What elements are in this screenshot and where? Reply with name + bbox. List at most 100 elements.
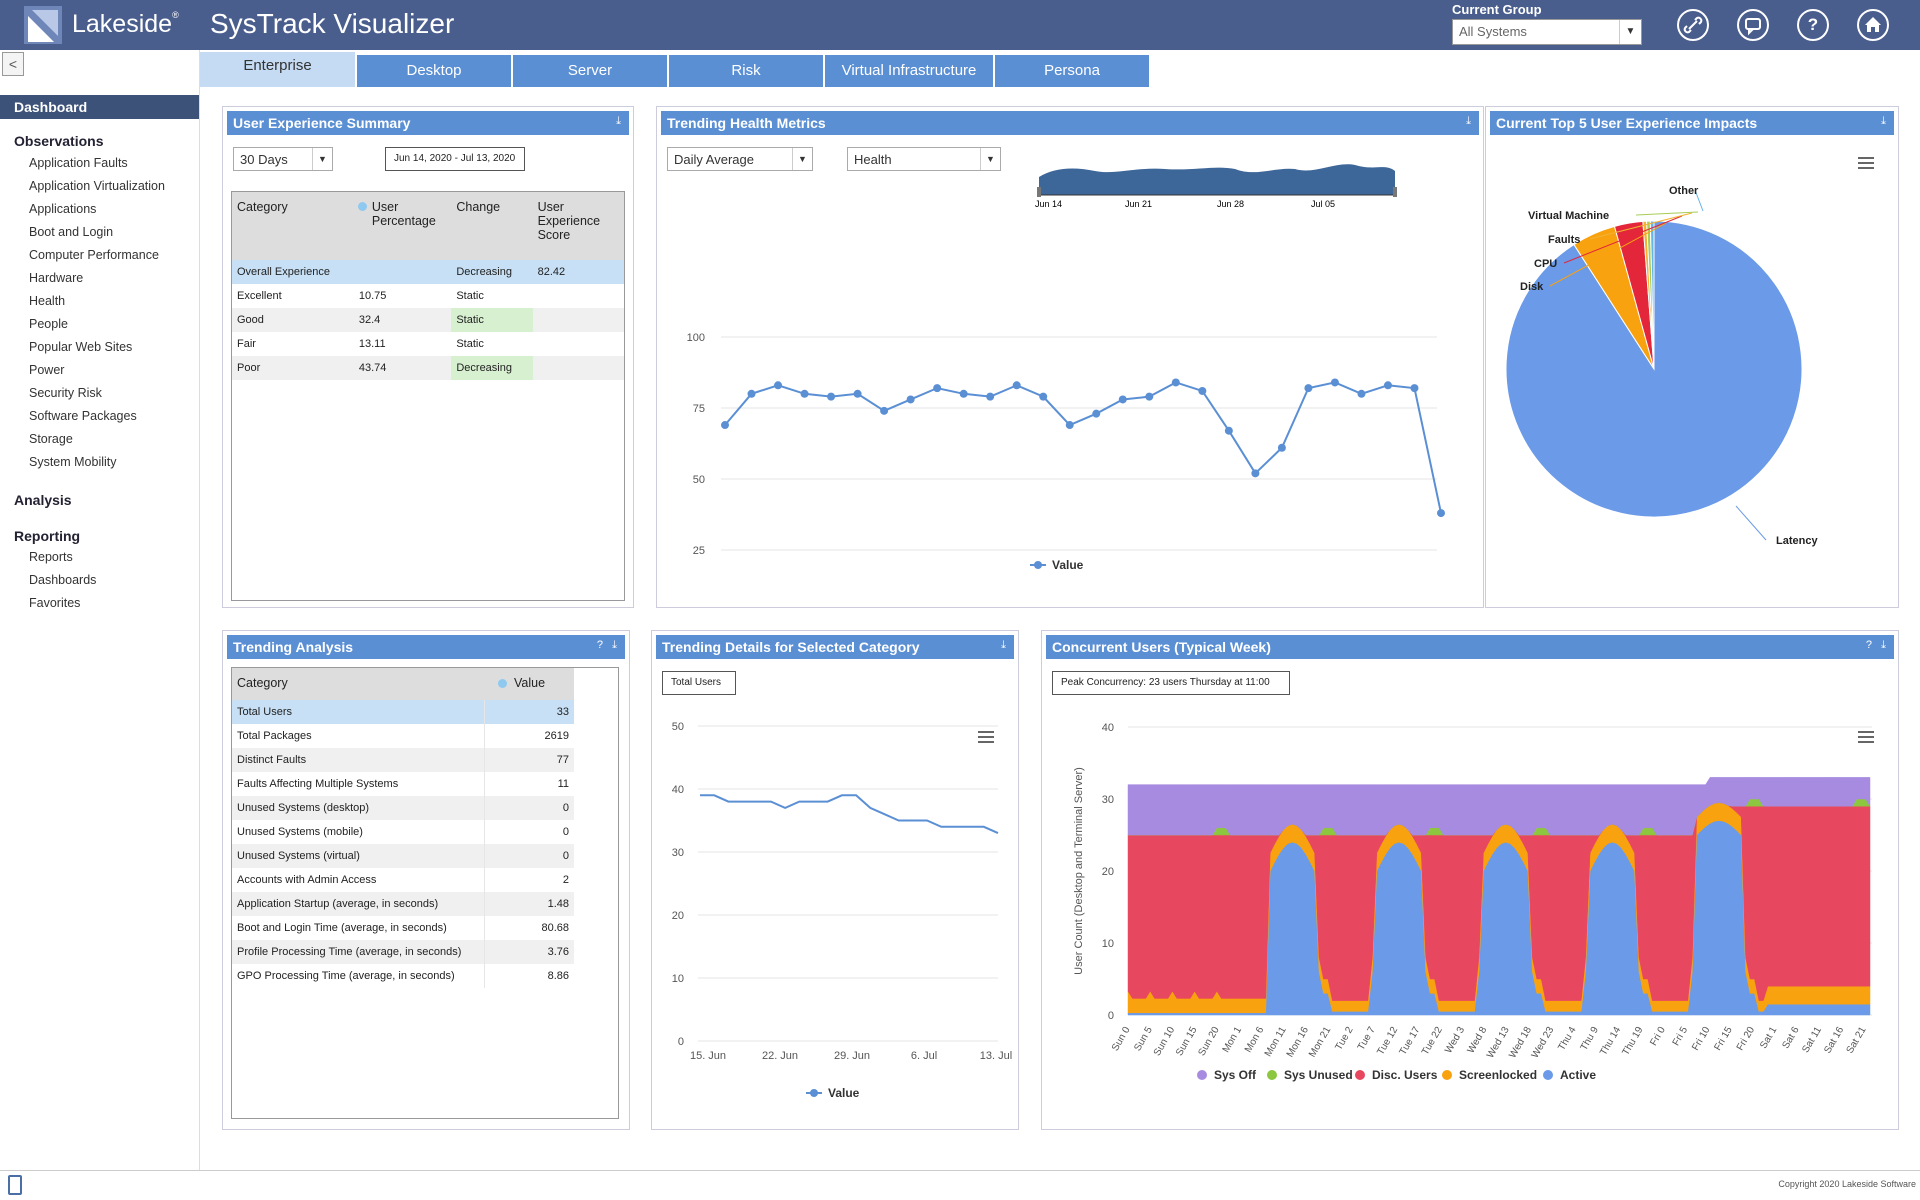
data-point[interactable] xyxy=(1092,409,1101,418)
data-point[interactable] xyxy=(853,389,862,398)
data-point[interactable] xyxy=(1410,384,1419,393)
data-point[interactable] xyxy=(1277,443,1286,452)
metric-select[interactable]: Health ▼ xyxy=(847,147,1001,171)
table-row[interactable]: Poor 43.74 Decreasing xyxy=(232,356,624,380)
range-select[interactable]: 30 Days ▼ xyxy=(233,147,333,171)
tab-server[interactable]: Server xyxy=(513,55,667,87)
data-point[interactable] xyxy=(1330,378,1339,387)
data-point[interactable] xyxy=(933,384,942,393)
data-point[interactable] xyxy=(1437,509,1445,518)
data-point[interactable] xyxy=(1118,395,1127,404)
table-row[interactable]: Faults Affecting Multiple Systems 11 xyxy=(232,772,574,796)
data-point[interactable] xyxy=(880,406,889,415)
table-row[interactable]: Application Startup (average, in seconds… xyxy=(232,892,574,916)
sidebar-section-reporting[interactable]: Reporting xyxy=(14,528,81,544)
home-icon[interactable] xyxy=(1857,9,1889,41)
current-group-select[interactable]: All Systems ▼ xyxy=(1452,19,1642,45)
pie-slice[interactable] xyxy=(1649,220,1655,370)
sidebar-item-people[interactable]: People xyxy=(29,317,68,331)
column-header-category[interactable]: Category xyxy=(232,668,484,700)
sidebar-item-boot-and-login[interactable]: Boot and Login xyxy=(29,225,114,239)
data-point[interactable] xyxy=(959,389,968,398)
help-icon[interactable]: ? xyxy=(1797,9,1829,41)
table-row[interactable]: Unused Systems (virtual) 0 xyxy=(232,844,574,868)
chart-menu-icon[interactable] xyxy=(1858,731,1874,743)
sidebar-item-dashboard[interactable]: Dashboard xyxy=(0,95,199,119)
data-point[interactable] xyxy=(827,392,836,401)
sidebar-item-application-faults[interactable]: Application Faults xyxy=(29,156,128,170)
table-row[interactable]: GPO Processing Time (average, in seconds… xyxy=(232,964,574,988)
sidebar-item-popular-web-sites[interactable]: Popular Web Sites xyxy=(29,340,133,354)
data-point[interactable] xyxy=(747,389,756,398)
sidebar-item-reports[interactable]: Reports xyxy=(29,550,73,564)
table-row[interactable]: Excellent 10.75 Static xyxy=(232,284,624,308)
sidebar-item-security-risk[interactable]: Security Risk xyxy=(29,386,102,400)
tab-virtual-infrastructure[interactable]: Virtual Infrastructure xyxy=(825,55,993,87)
date-range[interactable]: Jun 14, 2020 - Jul 13, 2020 xyxy=(385,147,525,171)
tab-risk[interactable]: Risk xyxy=(669,55,823,87)
chart-menu-icon[interactable] xyxy=(1858,157,1874,169)
data-point[interactable] xyxy=(1012,381,1021,390)
sidebar-item-applications[interactable]: Applications xyxy=(29,202,97,216)
tab-persona[interactable]: Persona xyxy=(995,55,1149,87)
data-point[interactable] xyxy=(1357,389,1366,398)
chat-icon[interactable] xyxy=(1737,9,1769,41)
data-point[interactable] xyxy=(1039,392,1048,401)
data-point[interactable] xyxy=(800,389,809,398)
range-navigator[interactable]: Jun 14 Jun 21 Jun 28 Jul 05 xyxy=(1035,153,1405,207)
sidebar-item-computer-performance[interactable]: Computer Performance xyxy=(29,248,159,262)
table-row[interactable]: Boot and Login Time (average, in seconds… xyxy=(232,916,574,940)
document-icon[interactable] xyxy=(8,1175,22,1195)
data-point[interactable] xyxy=(774,381,783,390)
table-row[interactable]: Distinct Faults 77 xyxy=(232,748,574,772)
sidebar-item-hardware[interactable]: Hardware xyxy=(29,271,84,285)
table-row[interactable]: Unused Systems (desktop) 0 xyxy=(232,796,574,820)
column-header-score[interactable]: User Experience Score xyxy=(532,192,624,260)
data-point[interactable] xyxy=(1065,421,1074,430)
expand-icon[interactable]: ⤓ xyxy=(1881,115,1886,127)
tab-desktop[interactable]: Desktop xyxy=(357,55,511,87)
table-row[interactable]: Total Packages 2619 xyxy=(232,724,574,748)
table-row[interactable]: Fair 13.11 Static xyxy=(232,332,624,356)
sidebar-item-health[interactable]: Health xyxy=(29,294,66,308)
sidebar-section-observations[interactable]: Observations xyxy=(14,133,104,149)
panel-controls[interactable]: ? ⤓ xyxy=(1865,639,1886,651)
expand-icon[interactable]: ⤓ xyxy=(616,115,621,127)
data-point[interactable] xyxy=(1224,426,1233,435)
sidebar-item-system-mobility[interactable]: System Mobility xyxy=(29,455,117,469)
column-header-value[interactable]: Value xyxy=(484,668,574,700)
data-point[interactable] xyxy=(1198,386,1207,395)
expand-icon[interactable]: ⤓ xyxy=(1466,115,1471,127)
collapse-sidebar-button[interactable]: < xyxy=(2,52,24,76)
table-row[interactable]: Overall Experience Decreasing 82.42 xyxy=(232,260,624,284)
data-point[interactable] xyxy=(1383,381,1392,390)
table-row[interactable]: Profile Processing Time (average, in sec… xyxy=(232,940,574,964)
table-row[interactable]: Good 32.4 Static xyxy=(232,308,624,332)
data-point[interactable] xyxy=(906,395,915,404)
column-header-user-percentage[interactable]: User Percentage xyxy=(353,192,452,260)
sidebar-section-analysis[interactable]: Analysis xyxy=(14,492,72,508)
sidebar-item-application-virtualization[interactable]: Application Virtualization xyxy=(29,179,165,193)
data-point[interactable] xyxy=(1251,469,1260,478)
sidebar-item-storage[interactable]: Storage xyxy=(29,432,73,446)
expand-icon[interactable]: ⤓ xyxy=(1001,639,1006,651)
data-point[interactable] xyxy=(1145,392,1154,401)
table-row[interactable]: Accounts with Admin Access 2 xyxy=(232,868,574,892)
sidebar-item-power[interactable]: Power xyxy=(29,363,65,377)
link-icon[interactable] xyxy=(1677,9,1709,41)
tab-enterprise[interactable]: Enterprise xyxy=(200,52,355,87)
data-point[interactable] xyxy=(986,392,995,401)
table-row[interactable]: Unused Systems (mobile) 0 xyxy=(232,820,574,844)
data-point[interactable] xyxy=(1171,378,1180,387)
chart-menu-icon[interactable] xyxy=(978,731,994,743)
aggregation-select[interactable]: Daily Average ▼ xyxy=(667,147,813,171)
table-row[interactable]: Total Users 33 xyxy=(232,700,574,724)
sidebar-item-software-packages[interactable]: Software Packages xyxy=(29,409,137,423)
area-series[interactable] xyxy=(1127,777,1871,836)
data-point[interactable] xyxy=(1304,384,1313,393)
column-header-category[interactable]: Category xyxy=(232,192,354,260)
panel-controls[interactable]: ? ⤓ xyxy=(596,639,617,651)
sidebar-item-favorites[interactable]: Favorites xyxy=(29,596,81,610)
sidebar-item-dashboards[interactable]: Dashboards xyxy=(29,573,97,587)
column-header-change[interactable]: Change xyxy=(451,192,533,260)
